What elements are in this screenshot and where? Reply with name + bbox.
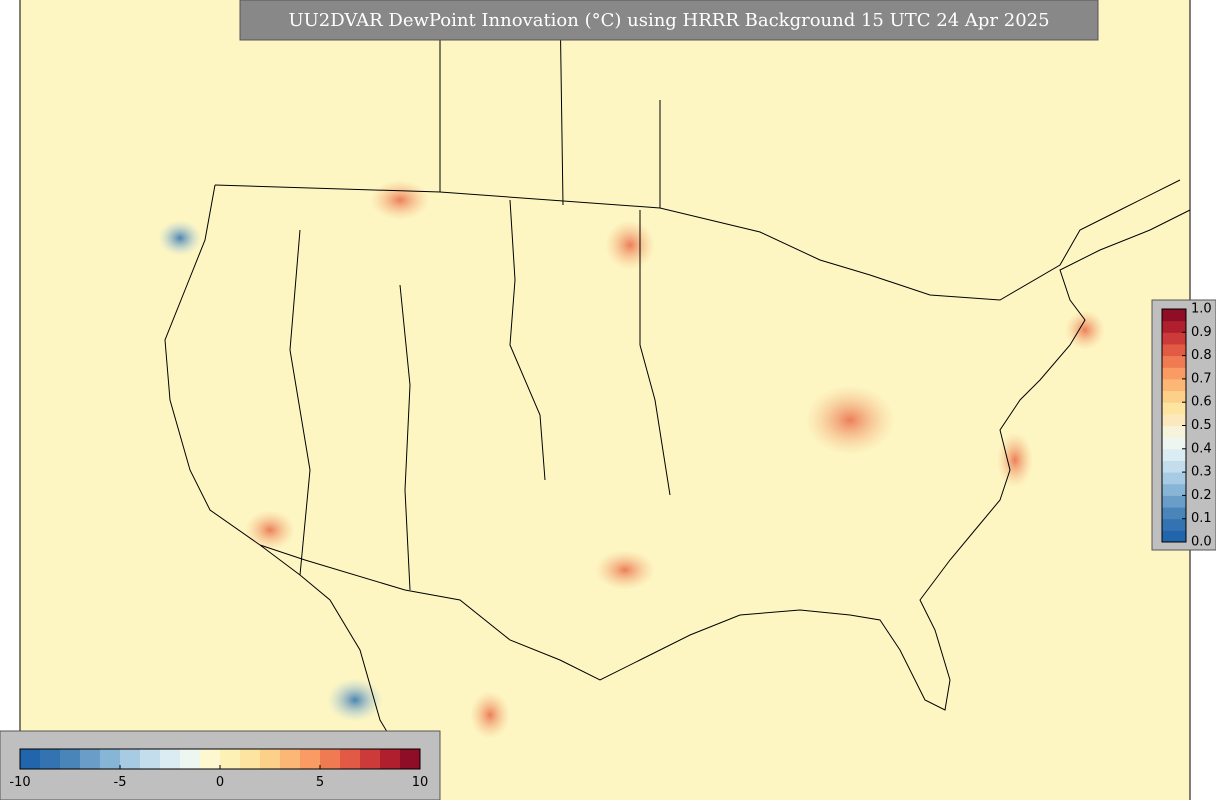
colorbar-segment (1162, 332, 1186, 345)
colorbar-segment (80, 749, 101, 769)
colorbar-segment (1162, 413, 1186, 426)
map-title: UU2DVAR DewPoint Innovation (°C) using H… (288, 10, 1049, 31)
colorbar-horizontal: -10 -5 0 5 10 (9, 748, 429, 790)
colorbar-segment (1162, 518, 1186, 531)
tick-label: 0.5 (1191, 418, 1212, 433)
coastline (164, 184, 1191, 771)
colorbar-segment (1162, 437, 1186, 450)
state-lines (289, 199, 671, 591)
colorbar-segment (1162, 390, 1186, 403)
tick-label: 0.7 (1191, 371, 1212, 386)
blob (245, 510, 295, 550)
colorbar-segment (340, 749, 361, 769)
blob (370, 180, 430, 220)
colorbar-segment (40, 749, 61, 769)
map-background (20, 0, 1190, 800)
colorbar-segment (220, 749, 241, 769)
blob (805, 385, 895, 455)
colorbar-segment (60, 749, 81, 769)
tick-label: 0.8 (1191, 348, 1212, 363)
colorbar-segment (1162, 425, 1186, 438)
colorbar-segment (1162, 507, 1186, 520)
tick-label: 1.0 (1191, 302, 1212, 317)
title-box (239, 0, 1099, 41)
blob (605, 220, 655, 270)
blob (470, 691, 510, 739)
colorbar-segment (360, 749, 381, 769)
tick-label: 0.9 (1191, 325, 1212, 340)
colorbar-segment (260, 749, 281, 769)
colorbar-segment (160, 749, 181, 769)
tick-label: -10 (9, 775, 30, 790)
colorbar-segment (120, 749, 141, 769)
colorbar-segment (1162, 495, 1186, 508)
colorbar-segment (1162, 472, 1186, 485)
colorbar-segment (20, 749, 41, 769)
blob (595, 550, 655, 590)
colorbar-segment (180, 749, 201, 769)
blob (158, 220, 202, 256)
colorbar-segment (1162, 320, 1186, 333)
tick-label: 0.4 (1191, 441, 1212, 456)
colorbar-vertical: 0.0 0.1 0.2 0.3 0.4 0.5 0.6 0.7 0.8 0.9 1.0 (1161, 302, 1212, 550)
colorbar-segment (240, 749, 261, 769)
colorbar-segment (1162, 448, 1186, 461)
tick-label: -5 (114, 775, 127, 790)
tick-label: 0.6 (1191, 395, 1212, 410)
colorbar-segment (1162, 343, 1186, 357)
tick-label: 0.3 (1191, 465, 1212, 480)
colorbar-segment (1162, 402, 1186, 415)
colorbar-segment (100, 749, 121, 769)
tick-label: 0.0 (1191, 535, 1212, 550)
tick-label: 0.2 (1191, 488, 1212, 503)
boundaries (164, 0, 1191, 771)
colorbar-segment (1162, 483, 1186, 496)
colorbar-segment (300, 749, 321, 769)
colorbar-segment (1162, 530, 1186, 543)
colorbar-segment (200, 749, 221, 769)
colorbar-segment (1162, 367, 1186, 380)
tick-label: 0.1 (1191, 511, 1212, 526)
colorbar-segment (280, 749, 301, 769)
border (214, 179, 1181, 301)
colorbar-segment (380, 749, 401, 769)
blob (997, 432, 1033, 488)
blob (1065, 310, 1105, 350)
colorbar-segment (1162, 378, 1186, 392)
colorbar-segment (400, 749, 421, 769)
colorbar-segment (320, 749, 341, 769)
colorbar-segment (140, 749, 161, 769)
blob (327, 678, 383, 722)
tick-label: 10 (412, 775, 429, 790)
colorbar-segment (1162, 355, 1186, 368)
tick-label: 0 (216, 775, 224, 790)
tick-label: 5 (316, 775, 324, 790)
colorbar-segment (1162, 309, 1186, 322)
colorbar-segment (1162, 460, 1186, 473)
